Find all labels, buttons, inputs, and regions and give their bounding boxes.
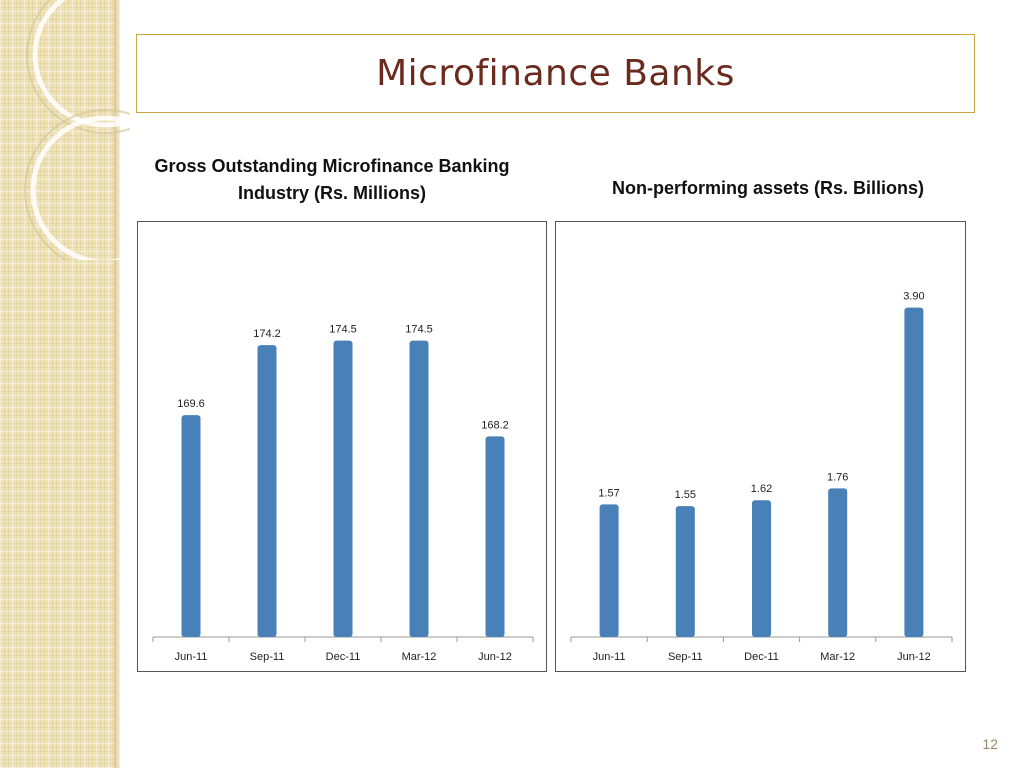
right-chart-data-label: 1.76	[827, 471, 848, 483]
title-box: Microfinance Banks	[136, 34, 975, 113]
left-chart-title-line1: Gross Outstanding Microfinance Banking	[154, 156, 510, 176]
right-chart-frame: 1.57 Jun-11 1.55 Sep-11 1.62 Dec-11 1.76 Mar-12…	[555, 221, 966, 672]
left-chart-bar-jun-12	[485, 436, 505, 637]
left-chart-data-label: 174.2	[253, 328, 281, 340]
right-chart-data-label: 1.55	[675, 489, 696, 501]
side-band-edge	[114, 0, 120, 768]
left-chart-title-line2: Industry (Rs. Millions)	[237, 183, 426, 203]
left-chart-title: Gross Outstanding Microfinance Banking I…	[136, 153, 528, 207]
right-chart-data-label: 1.57	[598, 487, 619, 499]
left-chart-bar-sep-11	[257, 345, 277, 637]
left-chart-bar-mar-12	[409, 340, 429, 637]
right-chart-x-tick-label: Sep-11	[668, 651, 703, 663]
slide-title: Microfinance Banks	[376, 53, 735, 94]
left-chart-data-label: 174.5	[405, 324, 433, 336]
left-chart-bar-jun-11	[181, 415, 201, 637]
left-chart-data-label: 168.2	[481, 419, 509, 431]
right-chart-x-tick-label: Jun-12	[897, 651, 931, 663]
left-chart-frame: 169.6 Jun-11 174.2 Sep-11 174.5 Dec-11 174.5 Ma…	[137, 221, 547, 672]
right-chart-bar-mar-12	[828, 488, 848, 637]
decorative-rings	[24, 0, 130, 260]
left-chart-data-label: 169.6	[177, 398, 205, 410]
right-chart-x-tick-label: Dec-11	[744, 651, 779, 663]
right-chart-x-tick-label: Jun-11	[593, 651, 626, 663]
right-chart-plot: 1.57 Jun-11 1.55 Sep-11 1.62 Dec-11 1.76 Mar-12…	[570, 291, 953, 663]
left-chart-x-tick-label: Dec-11	[326, 651, 361, 663]
decorative-side-band	[0, 0, 114, 768]
right-chart-data-label: 3.90	[903, 291, 924, 303]
right-chart-data-label: 1.62	[751, 483, 772, 495]
left-chart-x-tick-label: Jun-12	[478, 651, 512, 663]
right-chart-bar-jun-12	[904, 307, 924, 637]
left-chart-x-tick-label: Sep-11	[250, 651, 285, 663]
right-chart-bar-sep-11	[675, 506, 695, 637]
right-chart-title: Non-performing assets (Rs. Billions)	[611, 178, 925, 198]
right-chart-x-tick-label: Mar-12	[820, 651, 855, 663]
left-chart-x-tick-label: Mar-12	[402, 651, 437, 663]
left-chart-x-tick-label: Jun-11	[175, 651, 208, 663]
left-chart-data-label: 174.5	[329, 324, 357, 336]
right-chart-bar-dec-11	[752, 500, 771, 637]
page-number: 12	[982, 736, 998, 752]
left-chart-plot: 169.6 Jun-11 174.2 Sep-11 174.5 Dec-11 174.5 Ma…	[152, 324, 534, 663]
right-chart-bar-jun-11	[599, 504, 619, 637]
left-chart-bar-dec-11	[333, 340, 353, 637]
